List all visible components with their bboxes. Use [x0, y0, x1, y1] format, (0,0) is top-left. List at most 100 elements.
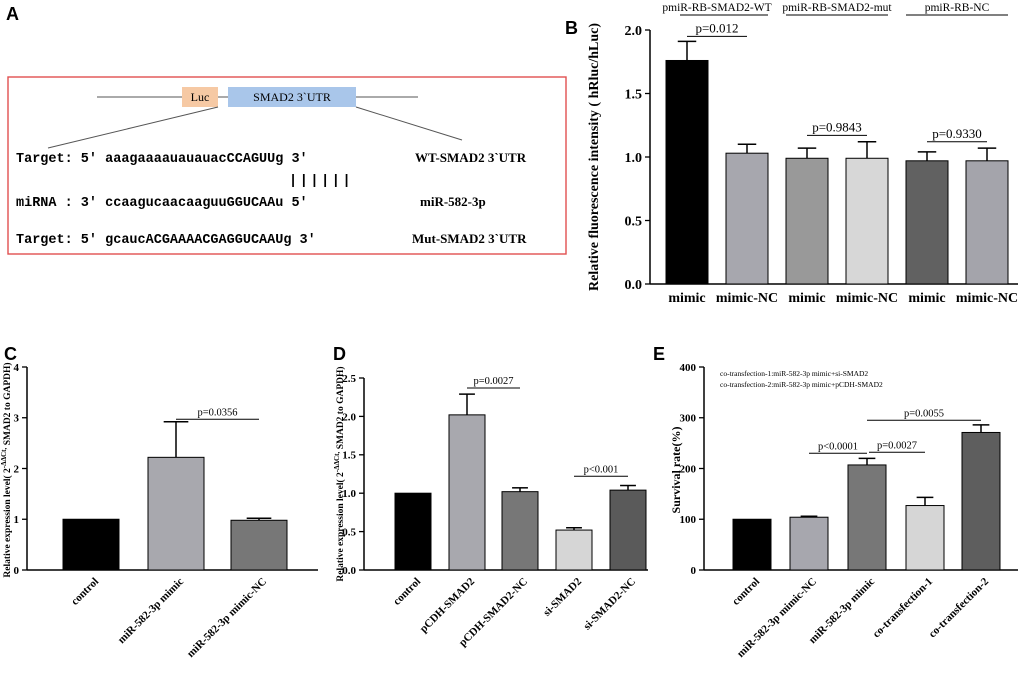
bar-b-4 — [905, 160, 949, 285]
p-value-label: p=0.0055 — [904, 408, 944, 419]
luc-box — [182, 87, 218, 107]
zoom-line-left — [47, 106, 219, 149]
utr-label: SMAD2 3`UTR — [253, 90, 331, 104]
y-tick-label: 1.0 — [342, 488, 356, 500]
group-label: pmiR-RB-SMAD2-mut — [782, 2, 892, 14]
y-tick-label: 0.5 — [342, 526, 356, 538]
y-axis-label: Survival rate(%) — [669, 427, 683, 514]
y-tick-label: 1.5 — [625, 87, 643, 102]
p-value-label: p=0.012 — [695, 20, 738, 35]
bar-e-2 — [847, 464, 887, 571]
charts: B 0.0 0.5 1.0 1.5 2.0 Relative fluorescence in… — [0, 2, 1018, 660]
x-category-label: mimic-NC — [836, 291, 898, 306]
y-tick-label: 200 — [680, 463, 697, 475]
bar-b-2 — [785, 157, 829, 285]
y-axis-label-main: Survival rate(%) — [669, 427, 683, 514]
y-axis-label-main: Relative fluorescence intensity ( hRluc/… — [587, 23, 602, 291]
y-tick-label: 0.0 — [342, 565, 356, 577]
x-category-label: mimic-NC — [716, 291, 778, 306]
panel-a: A Luc SMAD2 3`UTR Target: 5' aaagaaaauau… — [6, 4, 567, 255]
chart-b: B 0.0 0.5 1.0 1.5 2.0 Relative fluorescence in… — [565, 2, 1018, 306]
y-tick-label: 2.5 — [342, 373, 356, 385]
p-value-label: p=0.0356 — [197, 407, 237, 418]
y-tick-label: 0 — [14, 565, 20, 577]
p-value-label: p<0.001 — [584, 464, 619, 475]
y-tick-label: 100 — [680, 514, 697, 526]
x-category-label: mimic-NC — [956, 291, 1018, 306]
panel-letter-c: C — [4, 344, 17, 364]
bar-b-5 — [965, 160, 1009, 285]
construct-frame — [7, 76, 567, 255]
wt-target-sequence: Target: 5' aaagaaaauauauacCCAGUUg 3' — [16, 152, 308, 167]
y-axis-label-main: Relative expression level( 2 — [335, 472, 346, 582]
x-category-label: mimic — [788, 291, 825, 306]
x-category-label: control — [69, 576, 101, 608]
y-axis-label-main: Relative expression level( 2 — [2, 468, 13, 578]
y-tick-label: 300 — [680, 413, 697, 425]
x-category-label: si-SMAD2-NC — [581, 576, 638, 633]
x-category-label: miR-582-3p mimic — [116, 576, 187, 647]
mut-target-label: Mut-SMAD2 3`UTR — [412, 231, 527, 246]
y-tick-label: 0 — [691, 565, 697, 577]
bar-e-4 — [961, 431, 1001, 571]
y-axis-label: Relative fluorescence intensity ( hRluc/… — [587, 23, 602, 291]
p-value-label: p=0.0027 — [473, 376, 513, 387]
utr-box — [228, 87, 356, 107]
p-value-label: p=0.9330 — [932, 126, 982, 141]
bar-e-1 — [789, 516, 829, 571]
mirna-label: miR-582-3p — [420, 194, 486, 209]
group-label: pmiR-RB-SMAD2-WT — [662, 2, 771, 14]
panel-letter-a: A — [6, 4, 19, 24]
x-category-label: co-transfection-1 — [870, 576, 935, 641]
bar-c-1 — [147, 456, 205, 571]
y-tick-label: 0.5 — [625, 214, 643, 229]
bar-b-1 — [725, 152, 769, 285]
wt-target-label: WT-SMAD2 3`UTR — [415, 150, 527, 165]
bar-b-0 — [665, 59, 709, 285]
bar-c-2 — [230, 519, 288, 571]
y-tick-label: 1 — [14, 514, 20, 526]
y-tick-label: 1.5 — [342, 450, 356, 462]
x-category-label: mimic — [668, 291, 705, 306]
y-tick-label: 2 — [14, 463, 20, 475]
x-category-label: pCDH-SMAD2 — [418, 575, 478, 635]
x-category-label: mimic — [908, 291, 945, 306]
y-axis-label-sup: -ΔΔCt, — [0, 447, 8, 468]
bar-d-3 — [555, 529, 593, 571]
y-tick-label: 4 — [14, 362, 20, 374]
zoom-line-right — [355, 106, 463, 141]
bar-e-0 — [732, 518, 772, 571]
y-axis-label-tail: SMAD2 to GAPDH) — [2, 362, 13, 447]
y-tick-label: 0.0 — [625, 278, 643, 293]
y-tick-label: 1.0 — [625, 151, 643, 166]
p-value-label: p=0.9843 — [812, 119, 862, 134]
x-category-label: miR-582-3p mimic-NC — [185, 576, 269, 660]
p-value-label: p<0.0001 — [818, 441, 858, 452]
panel-letter-b: B — [565, 18, 578, 38]
bar-d-0 — [394, 492, 432, 571]
y-axis-label-sup: -ΔΔCt, — [333, 451, 341, 472]
x-category-label: miR-582-3p mimic — [807, 576, 878, 647]
x-category-label: control — [391, 576, 423, 608]
x-category-label: control — [730, 576, 762, 608]
y-tick-label: 400 — [680, 362, 697, 374]
legend-text: co-transfection-1:miR-582-3p mimic+si-SM… — [720, 369, 868, 378]
y-tick-label: 3 — [14, 413, 20, 425]
bar-d-1 — [448, 414, 486, 571]
bar-d-2 — [501, 491, 539, 571]
chart-e: E 0 100 200 300 400 Survival rate(%) control miR… — [653, 344, 1018, 660]
group-label: pmiR-RB-NC — [925, 2, 990, 14]
y-axis-label: Relative expression level( 2-ΔΔCt, SMAD2… — [333, 366, 346, 581]
y-axis-label: Relative expression level( 2-ΔΔCt, SMAD2… — [0, 362, 13, 577]
luc-label: Luc — [191, 90, 210, 104]
bar-b-3 — [845, 157, 889, 285]
bar-c-0 — [62, 518, 120, 571]
p-value-label: p=0.0027 — [877, 440, 917, 451]
y-tick-label: 2.0 — [342, 411, 356, 423]
y-axis-label-tail: SMAD2 to GAPDH) — [335, 366, 346, 451]
panel-letter-d: D — [333, 344, 346, 364]
x-category-label: si-SMAD2 — [541, 575, 584, 618]
